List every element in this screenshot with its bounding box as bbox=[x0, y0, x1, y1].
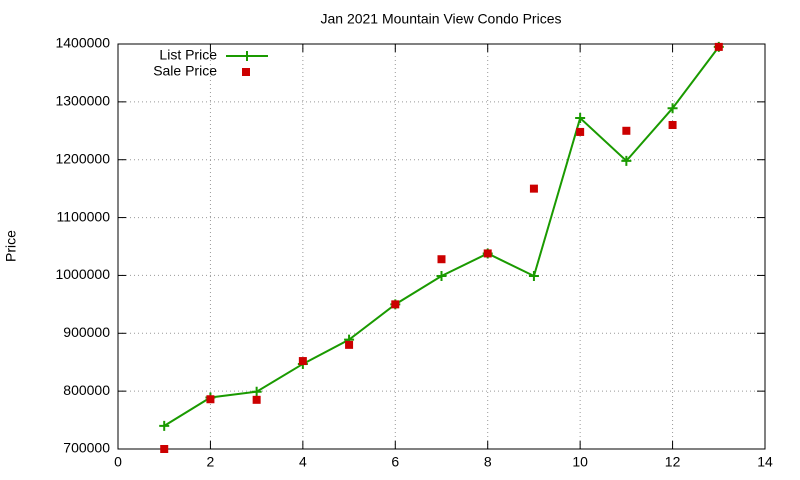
data-point bbox=[528, 271, 539, 282]
plot-frame bbox=[117, 43, 766, 450]
y-tick-label: 1200000 bbox=[55, 150, 110, 166]
y-axis-label: Price bbox=[3, 230, 19, 262]
y-tick-label: 1300000 bbox=[55, 93, 110, 109]
series-line bbox=[163, 46, 720, 427]
x-tick-label: 0 bbox=[114, 454, 122, 470]
y-tick-label: 1000000 bbox=[55, 266, 110, 282]
data-point bbox=[206, 395, 215, 404]
data-point bbox=[436, 271, 447, 282]
data-point bbox=[345, 340, 354, 349]
data-point bbox=[483, 249, 492, 258]
data-point bbox=[576, 127, 585, 136]
legend-label: List Price bbox=[159, 47, 217, 63]
x-tick-label: 14 bbox=[757, 454, 773, 470]
legend-label: Sale Price bbox=[153, 63, 217, 79]
legend-marker bbox=[242, 51, 252, 61]
data-point bbox=[621, 155, 632, 166]
data-point bbox=[714, 42, 723, 51]
x-tick-label: 2 bbox=[207, 454, 215, 470]
y-tick-label: 700000 bbox=[63, 440, 110, 456]
y-tick-label: 900000 bbox=[63, 324, 110, 340]
chart-title: Jan 2021 Mountain View Condo Prices bbox=[320, 11, 561, 27]
x-tick-label: 6 bbox=[391, 454, 399, 470]
legend-marker bbox=[242, 68, 250, 76]
data-point bbox=[622, 126, 631, 135]
data-point bbox=[668, 121, 677, 129]
data-point bbox=[437, 255, 446, 264]
data-point bbox=[159, 420, 170, 431]
x-tick-label: 4 bbox=[299, 454, 307, 470]
x-tick-label: 8 bbox=[484, 454, 492, 470]
data-point bbox=[575, 113, 586, 124]
y-tick-label: 1400000 bbox=[55, 35, 110, 51]
x-tick-label: 10 bbox=[572, 454, 588, 470]
x-tick-label: 12 bbox=[665, 454, 681, 470]
data-point bbox=[529, 184, 538, 193]
y-tick-label: 1100000 bbox=[57, 208, 111, 224]
y-tick-label: 800000 bbox=[63, 382, 110, 398]
data-point bbox=[251, 386, 262, 397]
data-point bbox=[160, 445, 169, 453]
data-point bbox=[298, 357, 307, 366]
data-point bbox=[252, 395, 261, 404]
data-point bbox=[667, 103, 678, 114]
data-point bbox=[391, 300, 400, 309]
